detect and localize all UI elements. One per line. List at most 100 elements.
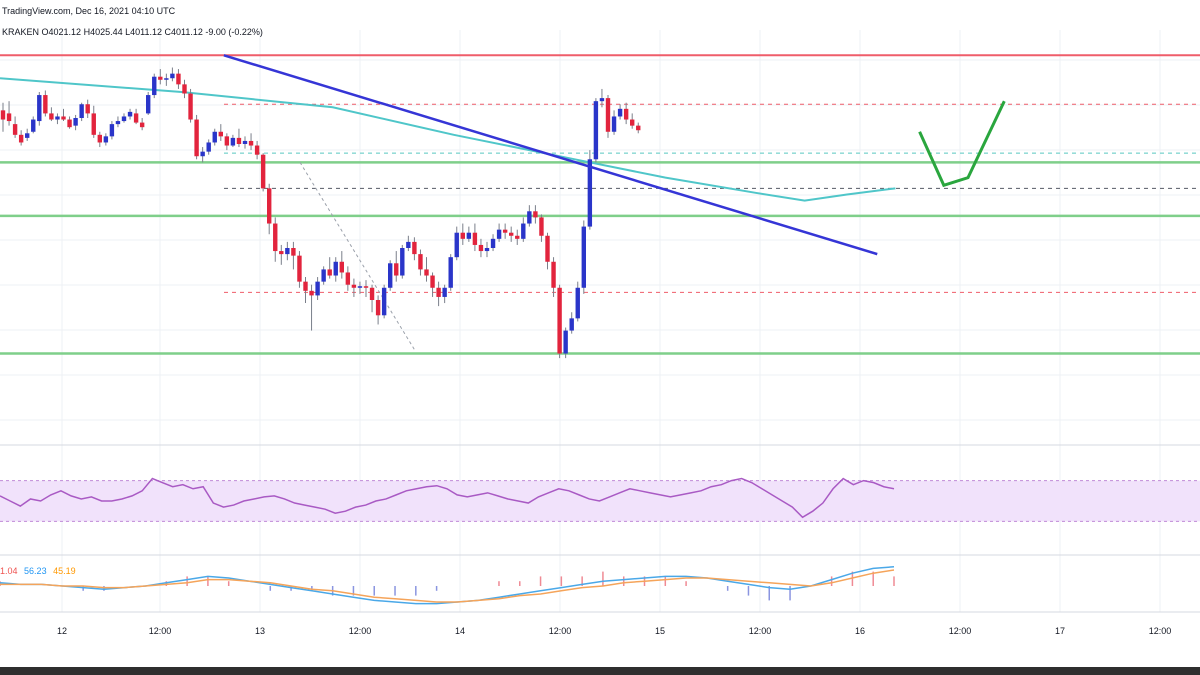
candle-body-24 xyxy=(146,95,151,114)
candle-11 xyxy=(67,116,72,129)
candle-body-57 xyxy=(345,272,351,285)
time-label-6: 15 xyxy=(655,626,665,636)
candle-64 xyxy=(388,260,393,291)
candle-50 xyxy=(303,277,308,304)
candle-body-94 xyxy=(569,318,574,331)
candle-body-75 xyxy=(454,232,459,258)
candle-body-20 xyxy=(121,116,127,122)
candle-body-45 xyxy=(273,223,278,252)
moving-average-line xyxy=(0,77,896,202)
candle-body-82 xyxy=(496,229,502,239)
candle-body-64 xyxy=(388,263,393,288)
candle-92 xyxy=(557,284,562,359)
candle-17 xyxy=(103,133,109,146)
candle-55 xyxy=(333,257,338,282)
candle-33 xyxy=(200,147,205,163)
candle-body-84 xyxy=(509,232,514,236)
candle-102 xyxy=(617,104,623,120)
candle-body-2 xyxy=(12,124,18,135)
candle-body-105 xyxy=(636,125,641,131)
candle-57 xyxy=(345,266,351,291)
candle-79 xyxy=(478,238,484,258)
candle-74 xyxy=(448,254,453,291)
time-label-3: 12:00 xyxy=(349,626,372,636)
candle-body-101 xyxy=(611,116,617,132)
candle-body-22 xyxy=(133,113,139,123)
moving-average xyxy=(0,77,896,202)
candle-body-42 xyxy=(254,145,260,155)
candle-body-70 xyxy=(424,269,429,276)
candle-body-66 xyxy=(400,248,405,276)
candle-82 xyxy=(496,223,502,242)
candle-56 xyxy=(339,251,344,279)
candle-67 xyxy=(406,235,411,252)
candle-87 xyxy=(527,205,532,227)
candle-39 xyxy=(236,128,242,148)
candle-45 xyxy=(273,217,278,262)
macd-labels: 1.04 56.23 45.19 xyxy=(0,566,76,576)
candle-body-58 xyxy=(351,284,357,288)
candle-1 xyxy=(6,101,12,126)
time-axis: 12 12:00 13 12:00 14 12:00 15 12:00 16 12:00 17 12:… xyxy=(57,626,1171,636)
descending-trendline xyxy=(223,54,878,256)
candle-body-89 xyxy=(539,217,544,236)
candle-93 xyxy=(563,327,568,359)
candle-76 xyxy=(460,223,465,245)
candle-body-44 xyxy=(267,188,272,224)
candle-46 xyxy=(279,244,284,265)
candle-body-74 xyxy=(448,257,453,288)
candle-8 xyxy=(49,107,54,122)
candle-44 xyxy=(267,183,272,235)
candle-6 xyxy=(37,92,42,126)
candle-body-0 xyxy=(0,110,6,120)
candle-7 xyxy=(43,90,48,117)
candle-48 xyxy=(291,241,296,270)
candle-13 xyxy=(79,102,84,122)
candle-body-33 xyxy=(200,151,205,157)
candle-2 xyxy=(12,116,18,138)
candle-body-25 xyxy=(152,76,157,96)
candle-body-30 xyxy=(182,84,187,94)
candle-body-88 xyxy=(533,211,538,218)
candle-body-47 xyxy=(285,248,290,255)
candle-body-8 xyxy=(49,113,54,120)
candle-body-80 xyxy=(484,248,490,252)
candle-body-54 xyxy=(327,269,332,276)
candle-43 xyxy=(260,153,266,192)
time-label-8: 16 xyxy=(855,626,865,636)
candle-body-62 xyxy=(375,300,381,316)
candle-body-49 xyxy=(297,255,302,282)
candle-34 xyxy=(206,139,211,155)
candle-body-86 xyxy=(521,223,526,239)
candle-body-5 xyxy=(31,119,36,132)
candle-body-51 xyxy=(309,290,314,296)
candle-body-13 xyxy=(79,104,84,118)
candle-63 xyxy=(381,284,387,319)
candle-9 xyxy=(55,113,60,125)
candle-body-81 xyxy=(490,238,496,248)
candle-100 xyxy=(605,95,611,138)
candle-59 xyxy=(357,281,363,294)
candle-body-6 xyxy=(37,95,42,122)
candle-body-56 xyxy=(339,261,344,273)
candle-body-68 xyxy=(412,241,417,255)
candle-4 xyxy=(25,128,30,141)
candle-53 xyxy=(321,266,326,285)
candle-body-46 xyxy=(279,251,284,255)
candle-31 xyxy=(188,88,193,123)
candle-body-32 xyxy=(194,119,199,157)
candle-body-19 xyxy=(115,121,121,125)
time-label-11: 12:00 xyxy=(1149,626,1172,636)
candle-40 xyxy=(242,136,248,149)
candle-body-69 xyxy=(418,254,423,270)
candle-body-7 xyxy=(43,95,48,114)
candle-0 xyxy=(0,102,6,132)
candle-37 xyxy=(224,133,230,151)
candle-99 xyxy=(599,88,605,108)
candle-72 xyxy=(436,281,441,307)
candle-body-85 xyxy=(515,235,520,239)
candle-body-29 xyxy=(176,73,181,85)
time-label-10: 17 xyxy=(1055,626,1065,636)
candle-body-43 xyxy=(260,154,266,189)
